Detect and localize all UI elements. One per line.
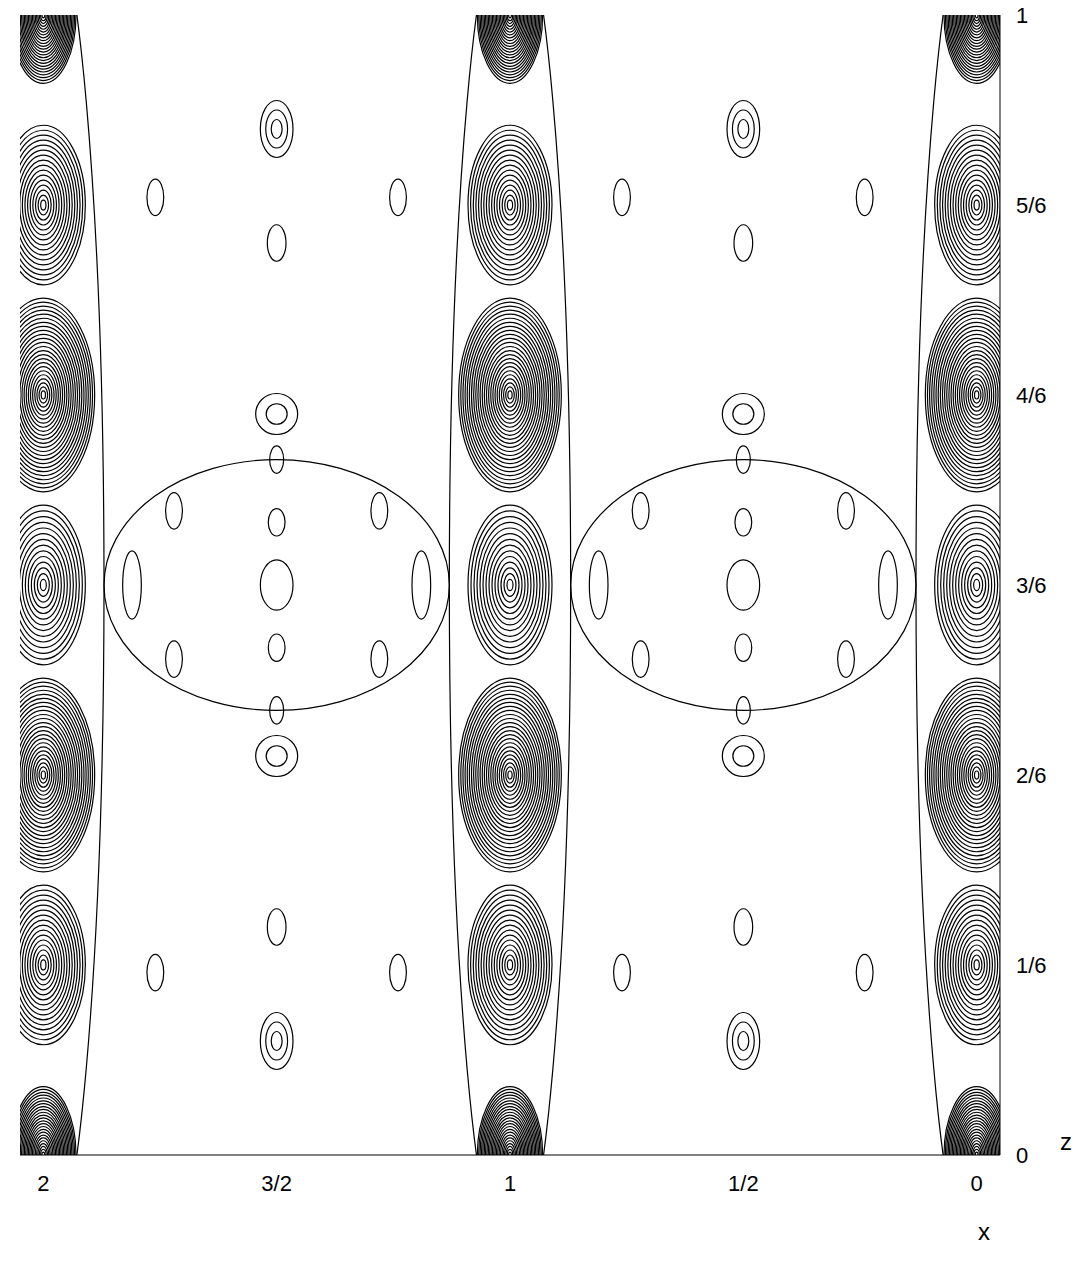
svg-text:1: 1 — [504, 1171, 516, 1196]
svg-text:z: z — [1060, 1128, 1072, 1155]
svg-text:3/6: 3/6 — [1016, 573, 1047, 598]
svg-text:2/6: 2/6 — [1016, 763, 1047, 788]
svg-text:2: 2 — [37, 1171, 49, 1196]
svg-text:1/2: 1/2 — [728, 1171, 759, 1196]
svg-text:1/6: 1/6 — [1016, 953, 1047, 978]
svg-text:3/2: 3/2 — [261, 1171, 292, 1196]
svg-text:0: 0 — [1016, 1143, 1028, 1168]
svg-text:x: x — [978, 1218, 990, 1245]
svg-text:5/6: 5/6 — [1016, 193, 1047, 218]
svg-text:1: 1 — [1016, 3, 1028, 28]
svg-text:4/6: 4/6 — [1016, 383, 1047, 408]
svg-text:0: 0 — [971, 1171, 983, 1196]
